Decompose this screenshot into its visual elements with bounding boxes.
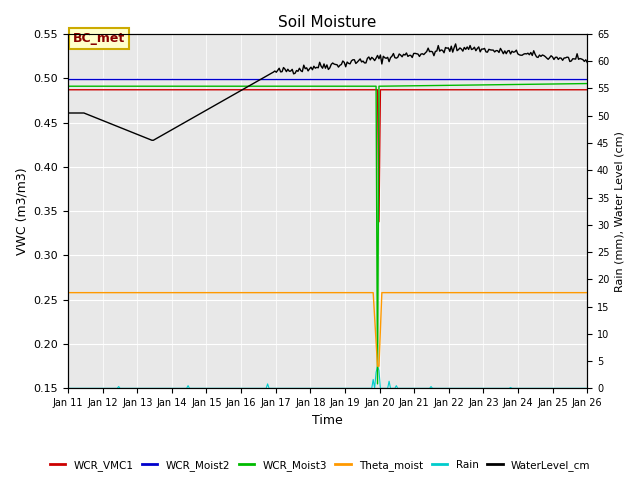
- Text: BC_met: BC_met: [73, 32, 125, 45]
- Y-axis label: VWC (m3/m3): VWC (m3/m3): [15, 168, 28, 255]
- X-axis label: Time: Time: [312, 414, 343, 427]
- Legend: WCR_VMC1, WCR_Moist2, WCR_Moist3, Theta_moist, Rain, WaterLevel_cm: WCR_VMC1, WCR_Moist2, WCR_Moist3, Theta_…: [45, 456, 595, 475]
- Title: Soil Moisture: Soil Moisture: [278, 15, 377, 30]
- Y-axis label: Rain (mm), Water Level (cm): Rain (mm), Water Level (cm): [615, 131, 625, 291]
